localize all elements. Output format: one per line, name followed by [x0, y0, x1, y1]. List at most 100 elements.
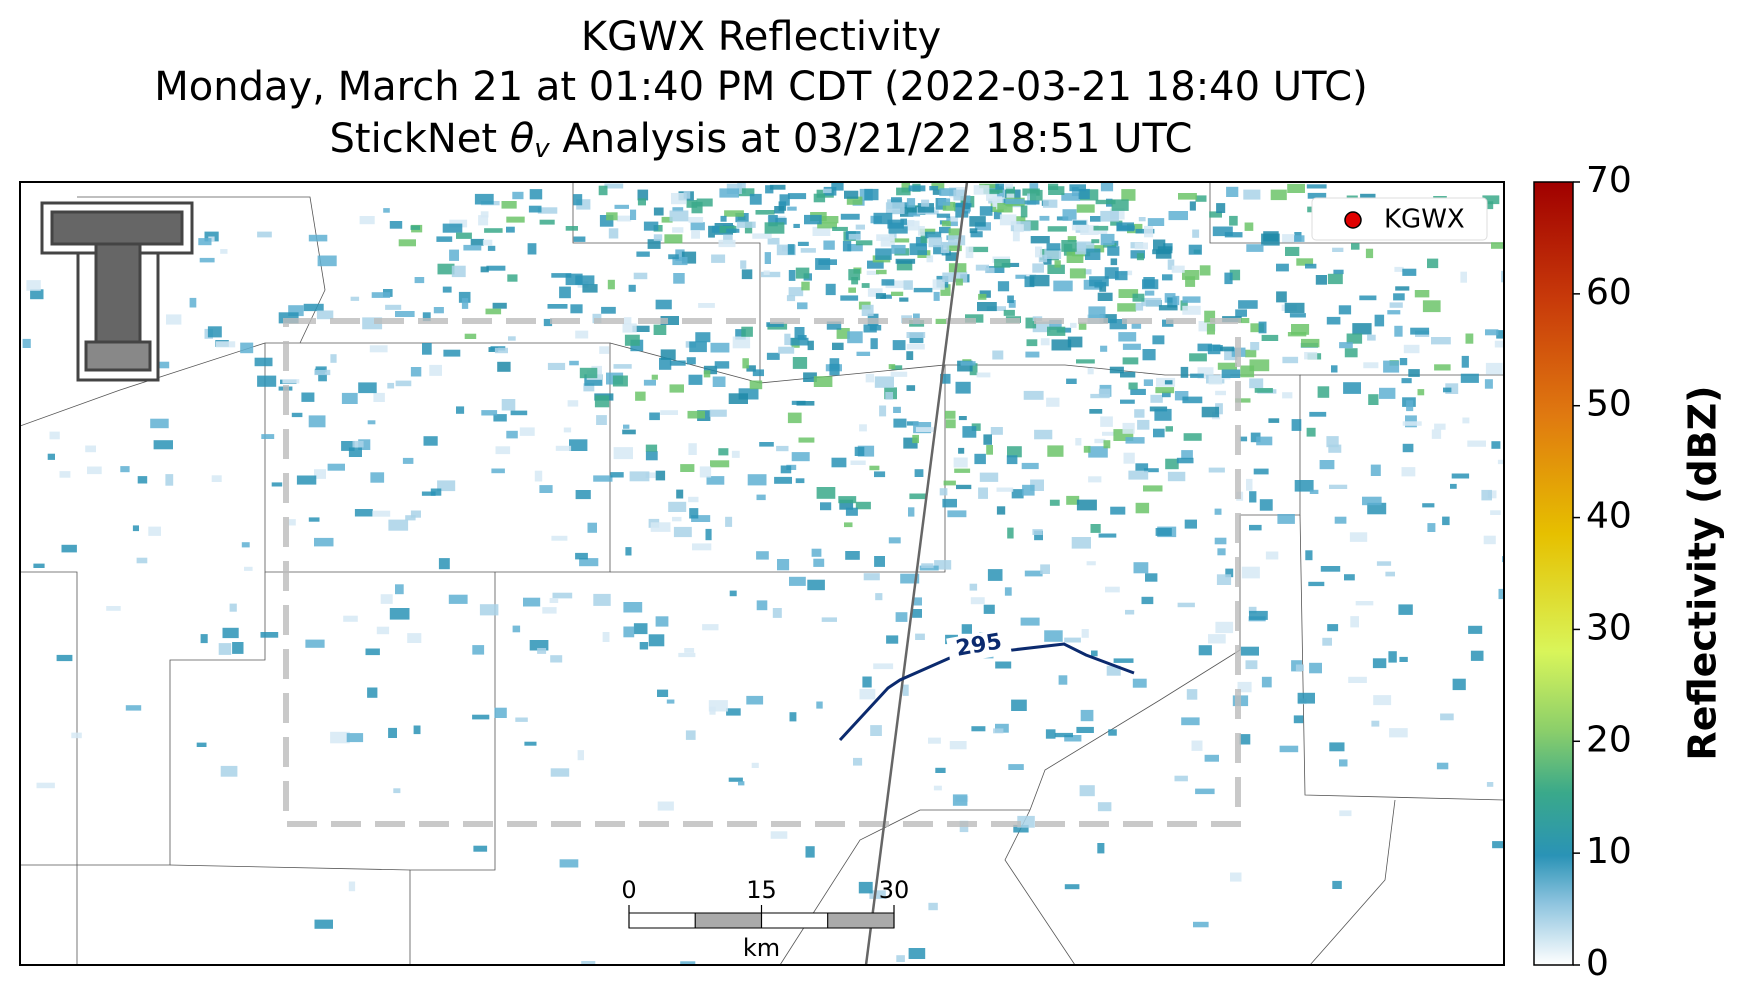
- radar-echo: [1326, 436, 1339, 448]
- radar-echo: [685, 730, 696, 740]
- radar-echo: [438, 558, 450, 570]
- radar-echo: [1265, 551, 1279, 560]
- radar-echo: [1001, 262, 1020, 267]
- radar-echo: [1399, 656, 1408, 662]
- radar-echo: [362, 317, 383, 330]
- radar-echo: [955, 278, 963, 286]
- radar-echo: [33, 563, 45, 568]
- radar-echo: [1042, 199, 1058, 208]
- radar-echo: [1388, 651, 1397, 663]
- scale-bar: 0 15 30 km: [621, 876, 909, 962]
- radar-echo: [1095, 199, 1116, 205]
- radar-echo: [519, 427, 535, 436]
- radar-echo: [925, 231, 942, 239]
- radar-echo: [1494, 340, 1504, 348]
- radar-echo: [1176, 457, 1194, 464]
- radar-echo: [308, 415, 326, 428]
- radar-echo: [1322, 637, 1332, 646]
- radar-echo: [840, 213, 860, 220]
- radar-echo: [975, 264, 989, 271]
- radar-echo: [1011, 489, 1024, 499]
- radar-echo: [900, 218, 907, 225]
- radar-echo: [800, 248, 816, 253]
- radar-echo: [1229, 215, 1238, 226]
- radar-echo: [1083, 445, 1091, 453]
- radar-echo: [691, 515, 711, 522]
- radar-echo: [478, 215, 489, 226]
- radar-echo: [1431, 429, 1442, 439]
- radar-echo: [784, 333, 791, 346]
- radar-echo: [688, 496, 699, 503]
- radar-echo: [869, 324, 882, 331]
- radar-echo: [1492, 841, 1504, 849]
- radar-echo: [987, 569, 1003, 581]
- radar-echo: [896, 260, 913, 271]
- radar-echo: [650, 522, 671, 532]
- radar-echo: [369, 345, 388, 353]
- radar-echo: [1134, 409, 1145, 418]
- radar-echo: [1182, 270, 1200, 280]
- radar-echo: [1152, 335, 1165, 345]
- scale-bar-unit: km: [743, 934, 780, 962]
- radar-echo: [668, 501, 687, 512]
- radar-echo: [565, 273, 583, 286]
- radar-echo: [1376, 561, 1392, 566]
- radar-echo: [539, 485, 553, 493]
- radar-echo: [705, 528, 712, 541]
- radar-echo: [1338, 305, 1352, 315]
- radar-echo: [410, 510, 421, 518]
- radar-echo: [643, 379, 656, 386]
- radar-echo: [1064, 735, 1082, 742]
- radar-echo: [942, 498, 957, 508]
- radar-echo: [1115, 271, 1128, 281]
- radar-echo: [669, 210, 689, 222]
- radar-echo: [1005, 198, 1025, 205]
- radar-echo: [947, 510, 967, 518]
- radar-echo: [348, 881, 356, 892]
- radar-echo: [1162, 391, 1171, 398]
- radar-echo: [1367, 334, 1376, 341]
- radar-echo: [1167, 297, 1177, 308]
- radar-echo: [732, 336, 751, 349]
- radar-echo: [914, 469, 924, 477]
- radar-echo: [352, 440, 364, 448]
- radar-echo: [893, 406, 901, 413]
- radar-echo: [999, 214, 1017, 226]
- radar-echo: [1177, 602, 1195, 608]
- radar-echo: [942, 201, 956, 211]
- radar-echo: [220, 249, 228, 254]
- radar-echo: [708, 700, 728, 712]
- radar-echo: [1226, 186, 1239, 197]
- radar-echo: [1181, 450, 1193, 460]
- radar-echo: [1214, 537, 1227, 545]
- radar-echo: [1240, 365, 1255, 378]
- radar-echo: [692, 543, 712, 551]
- radar-echo: [1088, 446, 1108, 458]
- radar-echo: [1331, 365, 1338, 373]
- radar-echo: [755, 210, 775, 215]
- radar-echo: [622, 323, 637, 333]
- radar-echo: [1431, 337, 1451, 345]
- radar-echo: [655, 470, 666, 481]
- radar-echo: [1308, 581, 1325, 587]
- radar-echo: [1091, 239, 1100, 244]
- radar-echo: [559, 286, 571, 299]
- radar-echo: [288, 305, 304, 317]
- radar-echo: [199, 257, 215, 263]
- radar-echo: [1371, 720, 1380, 727]
- colorbar-tick-label: 0: [1586, 943, 1609, 984]
- radar-echo: [552, 592, 573, 599]
- radar-echo: [1141, 596, 1154, 605]
- radar-echo: [908, 185, 926, 192]
- radar-echo: [873, 212, 893, 225]
- radar-echo: [1103, 440, 1111, 449]
- radar-echo: [917, 203, 934, 213]
- radar-echo: [1208, 634, 1226, 644]
- radar-echo: [1184, 519, 1197, 529]
- radar-echo: [1078, 322, 1087, 330]
- radar-echo: [766, 352, 780, 360]
- radar-echo: [501, 399, 516, 411]
- radar-echo: [628, 284, 636, 292]
- radar-echo: [1131, 323, 1142, 329]
- radar-echo: [614, 204, 629, 209]
